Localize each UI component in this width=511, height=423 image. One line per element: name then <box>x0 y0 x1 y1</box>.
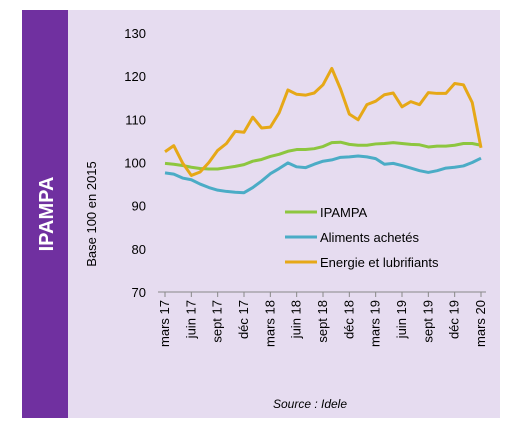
y-tick-label: 70 <box>132 285 146 300</box>
x-tick-label: juin 19 <box>394 300 409 339</box>
x-tick-label: déc 19 <box>447 300 462 339</box>
x-tick-label: mars 18 <box>262 300 277 347</box>
x-tick-label: mars 17 <box>157 300 172 347</box>
legend-label: Energie et lubrifiants <box>320 255 439 270</box>
panel-background <box>22 10 500 418</box>
series-line <box>164 154 482 195</box>
y-axis-label: Base 100 en 2015 <box>84 161 99 267</box>
x-tick-label: sept 17 <box>210 300 225 343</box>
x-tick-label: déc 17 <box>236 300 251 339</box>
source: Source : Idele <box>273 397 347 411</box>
series-line <box>164 66 483 177</box>
x-tick-label: sept 18 <box>315 300 330 343</box>
y-tick-label: 80 <box>132 242 146 257</box>
side-band <box>22 10 68 418</box>
x-tick-label: mars 19 <box>368 300 383 347</box>
x-tick-label: sept 19 <box>420 300 435 343</box>
x-tick-label: déc 18 <box>341 300 356 339</box>
x-tick-label: mars 20 <box>473 300 488 347</box>
x-tick-label: juin 17 <box>183 300 198 339</box>
legend-label: Aliments achetés <box>320 230 419 245</box>
series-line <box>164 140 482 171</box>
legend-label: IPAMPA <box>320 205 368 220</box>
y-tick-label: 130 <box>124 26 146 41</box>
y-tick-label: 110 <box>125 112 146 127</box>
y-tick-label: 100 <box>124 156 146 171</box>
panel-label: IPAMPA <box>36 177 58 252</box>
y-tick-label: 120 <box>124 69 146 84</box>
y-tick-label: 90 <box>132 199 146 214</box>
x-tick-label: juin 18 <box>289 300 304 339</box>
